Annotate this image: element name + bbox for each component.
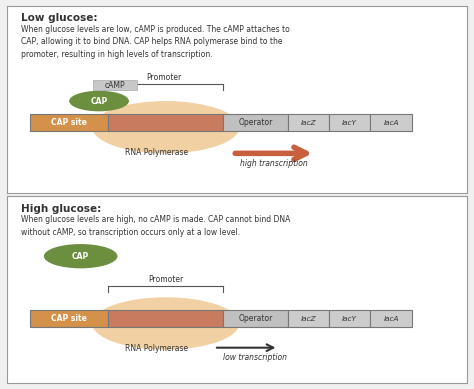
FancyBboxPatch shape	[223, 114, 288, 131]
Text: Operator: Operator	[238, 118, 273, 127]
Text: Operator: Operator	[238, 314, 273, 323]
Text: lacA: lacA	[383, 316, 399, 322]
Text: lacZ: lacZ	[301, 119, 316, 126]
FancyBboxPatch shape	[108, 310, 223, 327]
Text: lacY: lacY	[342, 119, 357, 126]
Text: Promoter: Promoter	[148, 275, 183, 284]
Ellipse shape	[69, 91, 129, 111]
FancyBboxPatch shape	[108, 114, 223, 131]
Text: CAP site: CAP site	[51, 118, 87, 127]
Text: cAMP: cAMP	[105, 81, 126, 90]
FancyBboxPatch shape	[223, 310, 288, 327]
Text: High glucose:: High glucose:	[21, 204, 101, 214]
Text: lacY: lacY	[342, 316, 357, 322]
Text: When glucose levels are high, no cAMP is made. CAP cannot bind DNA
without cAMP,: When glucose levels are high, no cAMP is…	[21, 215, 290, 237]
FancyBboxPatch shape	[329, 310, 370, 327]
Text: CAP: CAP	[72, 252, 89, 261]
Text: When glucose levels are low, cAMP is produced. The cAMP attaches to
CAP, allowin: When glucose levels are low, cAMP is pro…	[21, 25, 290, 59]
Ellipse shape	[92, 297, 239, 350]
Text: Promoter: Promoter	[146, 74, 181, 82]
Text: RNA Polymerase: RNA Polymerase	[125, 148, 188, 157]
FancyBboxPatch shape	[288, 310, 329, 327]
FancyBboxPatch shape	[30, 310, 108, 327]
Text: CAP: CAP	[91, 96, 108, 105]
FancyBboxPatch shape	[30, 114, 108, 131]
Text: low transcription: low transcription	[223, 353, 287, 362]
Text: Low glucose:: Low glucose:	[21, 13, 97, 23]
FancyBboxPatch shape	[370, 114, 412, 131]
FancyBboxPatch shape	[329, 114, 370, 131]
Text: high transcription: high transcription	[240, 159, 308, 168]
Ellipse shape	[92, 101, 239, 153]
Text: lacA: lacA	[383, 119, 399, 126]
Text: lacZ: lacZ	[301, 316, 316, 322]
Text: CAP site: CAP site	[51, 314, 87, 323]
FancyBboxPatch shape	[93, 80, 137, 90]
Ellipse shape	[44, 244, 118, 268]
FancyBboxPatch shape	[288, 114, 329, 131]
Text: RNA Polymerase: RNA Polymerase	[125, 344, 188, 353]
FancyBboxPatch shape	[370, 310, 412, 327]
